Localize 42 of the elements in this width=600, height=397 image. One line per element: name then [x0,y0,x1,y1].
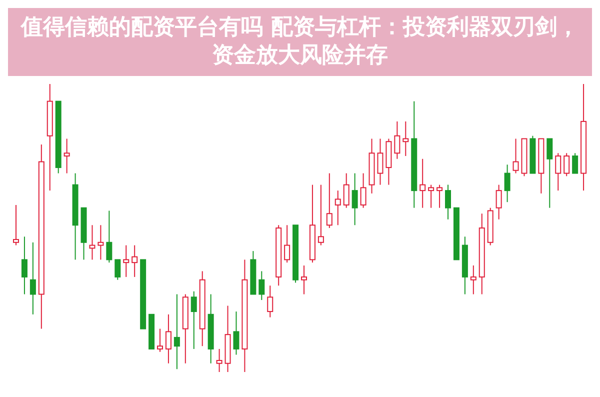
candlestick [13,204,19,246]
candlestick [98,224,104,260]
candlestick [106,210,112,264]
candlestick [572,152,578,174]
candlestick [352,172,358,226]
chart-title: 值得信赖的配资平台有吗 配资与杠杆：投资利器双刃剑，资金放大风险并存 [21,15,579,68]
candlestick [165,314,172,364]
candlestick [326,172,332,228]
candlestick [267,285,274,318]
candlestick [233,311,240,356]
candlestick [190,290,197,350]
candlestick [504,164,510,203]
candlestick [157,328,163,352]
candlestick [360,172,366,208]
candlestick [343,172,350,208]
candlestick [428,184,434,208]
candlestick [496,184,502,220]
candlestick [132,244,138,278]
candlestick [394,120,400,160]
candlestick [216,348,222,372]
candlestick [564,152,570,177]
candlestick [420,158,426,208]
candlestick [512,138,519,174]
candlestick [114,259,121,280]
candlestick [301,264,307,295]
candlestick [21,236,28,295]
candlestick [402,120,409,156]
candlestick [445,184,451,220]
candlestick [377,138,384,186]
candlestick [89,224,96,260]
candlestick [174,294,180,370]
candlestick [334,190,341,226]
candlestick [64,138,70,174]
candlestick [284,224,290,264]
candlestick [436,184,443,208]
candlestick [546,138,553,208]
candlestick [470,264,476,295]
candlestick [30,242,36,315]
candlestick [258,270,265,300]
candlestick [318,184,324,246]
candlestick [555,152,562,192]
candlestick [123,244,130,278]
